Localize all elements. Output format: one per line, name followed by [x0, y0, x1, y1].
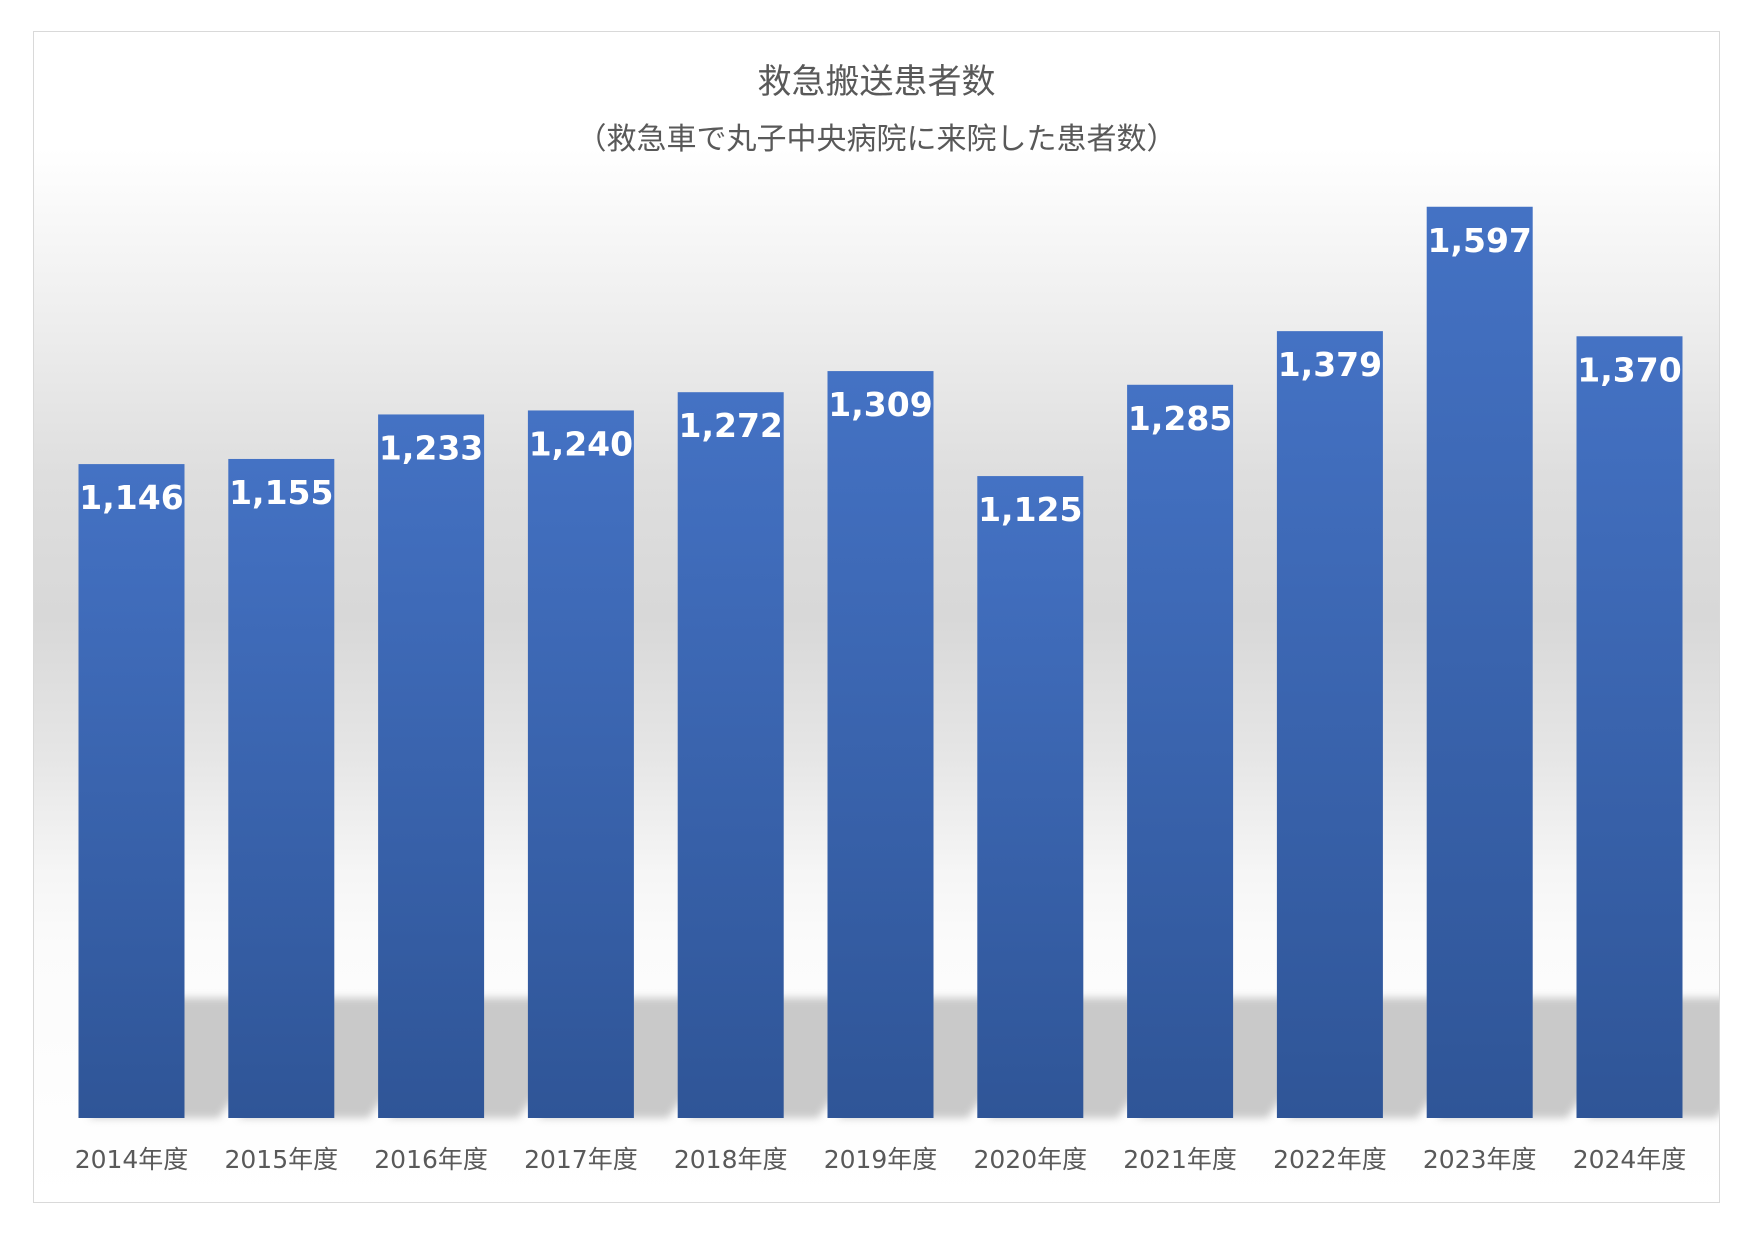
bar-2015年度: [228, 458, 335, 1118]
data-label: 1,240: [529, 424, 633, 463]
data-label: 1,597: [1428, 221, 1532, 260]
bar-2014年度: [78, 464, 185, 1118]
data-label: 1,272: [679, 406, 783, 445]
bar-2018年度: [677, 392, 784, 1119]
x-tick-label: 2021年度: [1123, 1145, 1237, 1174]
bar-2023年度: [1426, 206, 1533, 1118]
bar-2016年度: [378, 414, 485, 1118]
x-tick-label: 2023年度: [1423, 1145, 1537, 1174]
data-label: 1,233: [379, 428, 483, 467]
x-tick-label: 2024年度: [1573, 1145, 1687, 1174]
bar-2019年度: [827, 371, 934, 1118]
x-tick-label: 2019年度: [824, 1145, 938, 1174]
plot-area: 1,146 1,155 1,233 1,240 1,272 1,309 1,125 1,285…: [75, 206, 1719, 1174]
data-label: 1,370: [1577, 350, 1681, 389]
x-tick-label: 2018年度: [674, 1145, 788, 1174]
data-label: 1,125: [978, 490, 1082, 529]
x-tick-label: 2016年度: [374, 1145, 488, 1174]
data-label: 1,285: [1128, 399, 1232, 438]
chart-title: 救急搬送患者数: [757, 62, 996, 102]
x-tick-label: 2022年度: [1273, 1145, 1387, 1174]
data-label: 1,155: [229, 473, 333, 512]
bar-2017年度: [527, 410, 634, 1118]
bar-2021年度: [1127, 384, 1234, 1118]
chart-subtitle: （救急車で丸子中央病院に来院した患者数）: [576, 122, 1177, 157]
x-tick-label: 2020年度: [973, 1145, 1087, 1174]
bar-2020年度: [977, 476, 1084, 1118]
data-label: 1,379: [1278, 345, 1382, 384]
data-label: 1,309: [828, 385, 932, 424]
bar-2022年度: [1276, 331, 1383, 1119]
x-tick-label: 2017年度: [524, 1145, 638, 1174]
data-label: 1,146: [79, 478, 183, 517]
x-tick-label: 2015年度: [224, 1145, 338, 1174]
chart-area: 救急搬送患者数 （救急車で丸子中央病院に来院した患者数） 1,146 1,155 1…: [33, 31, 1720, 1203]
bar-2024年度: [1576, 336, 1683, 1118]
x-tick-label: 2014年度: [75, 1145, 189, 1174]
